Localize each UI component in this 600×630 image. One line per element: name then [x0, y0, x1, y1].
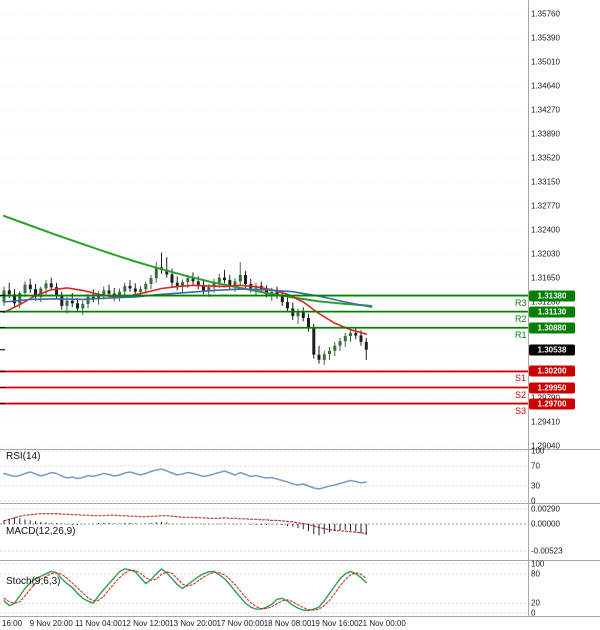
indicator-panels	[0, 450, 528, 614]
main-gridlines	[0, 13, 528, 447]
macd-panel-title: MACD(12,26,9)	[6, 526, 76, 537]
panel-borders	[0, 0, 600, 617]
stoch-panel-title: Stoch(9,6,3)	[6, 576, 61, 587]
rsi-panel-title: RSI(14)	[6, 451, 41, 462]
pivot-level-lines	[0, 294, 528, 405]
